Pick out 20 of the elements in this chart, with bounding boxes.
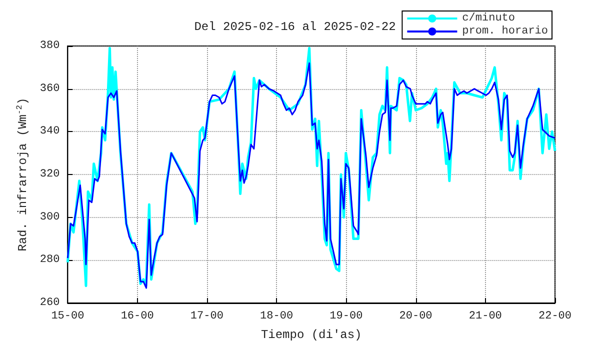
x-tick-label: 21-00: [468, 310, 502, 322]
y-tick-label: 320: [40, 168, 60, 180]
y-tick-label: 300: [40, 211, 60, 224]
x-tick-label: 16-00: [120, 310, 154, 322]
chart-title: Del 2025-02-16 al 2025-02-22: [194, 20, 396, 34]
y-tick-label: 340: [40, 126, 60, 138]
y-axis-title: Rad. infrarroja (Wm-2): [16, 98, 30, 252]
x-tick-label: 20-00: [399, 310, 432, 322]
x-axis-title: Tiempo (di'as): [260, 328, 362, 342]
legend-label: prom. horario: [462, 26, 548, 38]
x-tick-label: 18-00: [260, 310, 294, 322]
x-tick-label: 17-00: [190, 310, 224, 322]
x-tick-label: 19-00: [330, 310, 363, 322]
y-tick-label: 260: [40, 297, 60, 309]
x-tick-label: 15-00: [51, 310, 84, 322]
legend-label: c/minuto: [462, 12, 515, 24]
y-tick-label: 380: [40, 40, 60, 52]
x-tick-label: 22-00: [538, 310, 572, 322]
y-tick-label: 360: [40, 82, 60, 95]
y-tick-label: 280: [40, 254, 60, 266]
